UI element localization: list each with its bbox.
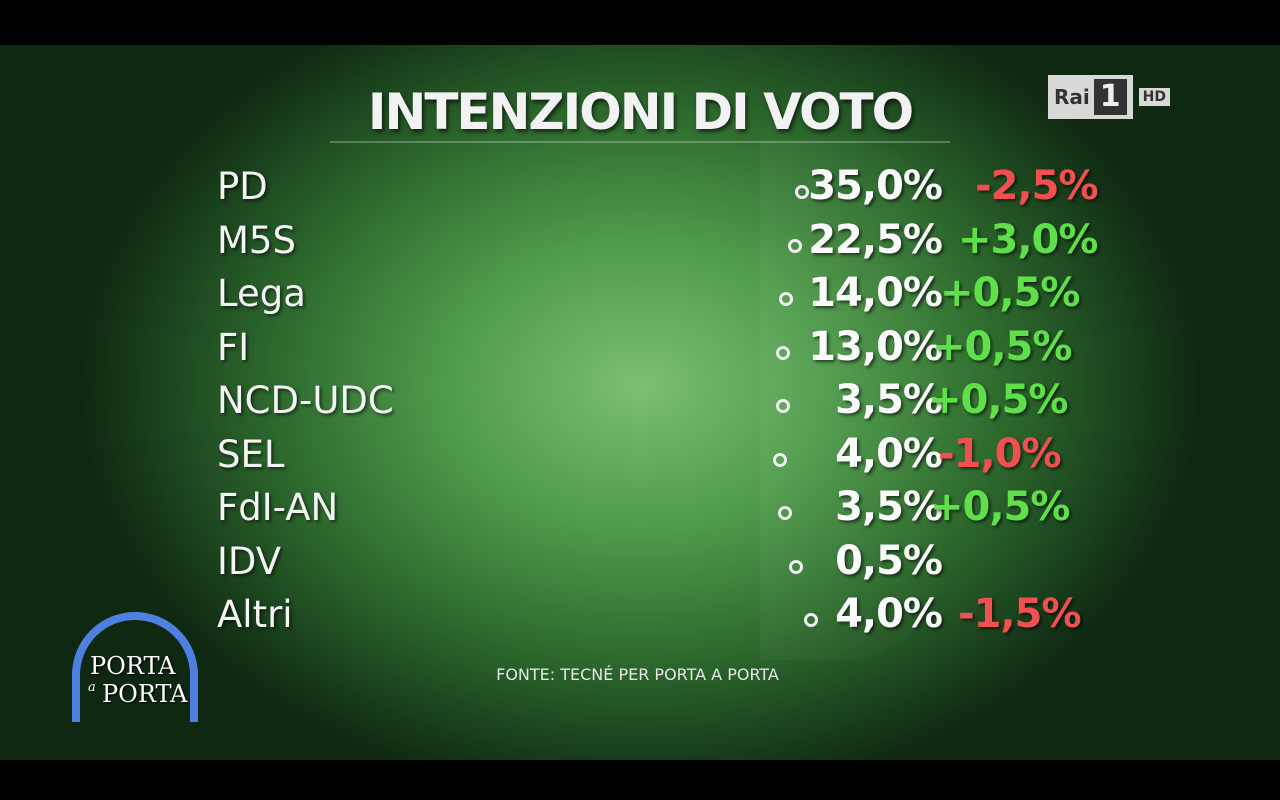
vote-change: +0,5% [930, 484, 1070, 530]
title: INTENZIONI DI VOTO [367, 83, 914, 141]
vote-share: 3,5% [835, 484, 943, 530]
source: FONTE: TECNÉ PER PORTA A PORTA [496, 665, 779, 684]
bullet [776, 345, 790, 360]
party-name: Lega [217, 272, 306, 315]
bullet [795, 185, 809, 199]
bullet [788, 238, 802, 253]
vote-change: +0,5% [928, 377, 1068, 423]
vote-change: +3,0% [958, 216, 1098, 263]
logo-middle: a [88, 680, 96, 695]
bullet [779, 292, 793, 306]
party-name: Altri [217, 593, 293, 636]
party-name: SEL [217, 432, 285, 476]
table-row: FI 13,0% +0,5% [0, 323, 1280, 376]
broadcast-screen: INTENZIONI DI VOTO Rai 1 HD PD 35,0% -2,5%… [0, 45, 1280, 760]
channel-number: 1 [1093, 79, 1127, 115]
table-row: NCD-UDC 3,5% +0,5% [0, 377, 1280, 429]
vote-change: -2,5% [975, 163, 1099, 209]
table-row: Altri 4,0% -1,5% [0, 591, 1280, 643]
channel-box: Rai 1 [1048, 75, 1133, 119]
table-row: IDV 0,5% [0, 537, 1280, 590]
channel-logo: Rai 1 HD [1048, 75, 1170, 119]
vote-share: 4,0% [835, 591, 943, 637]
party-name: PD [217, 165, 268, 208]
logo-arc [72, 612, 198, 722]
logo-top: PORTA [90, 652, 176, 680]
table-row: SEL 4,0% -1,0% [0, 430, 1280, 483]
vote-share: 0,5% [835, 537, 943, 584]
party-name: NCD-UDC [217, 379, 394, 422]
vote-change: -1,5% [958, 591, 1082, 637]
bullet [776, 399, 790, 413]
party-name: FdI-AN [217, 486, 339, 529]
vote-change: +0,5% [932, 323, 1072, 370]
vote-change: -1,0% [938, 430, 1062, 477]
bullet [804, 613, 818, 627]
table-row: Lega 14,0% +0,5% [0, 270, 1280, 322]
table-row: PD 35,0% -2,5% [0, 163, 1280, 215]
channel-name: Rai [1054, 85, 1090, 109]
vote-share: 22,5% [808, 216, 943, 263]
party-name: M5S [217, 218, 296, 262]
vote-change: +0,5% [940, 270, 1080, 316]
title-rule [330, 141, 950, 143]
vote-share: 13,0% [808, 323, 943, 370]
channel-quality: HD [1138, 88, 1170, 106]
show-logo: PORTA a PORTA [68, 610, 208, 722]
vote-share: 14,0% [808, 270, 943, 316]
vote-share: 35,0% [808, 163, 943, 209]
bullet [773, 452, 787, 467]
vote-share: 3,5% [835, 377, 943, 423]
party-name: FI [217, 325, 250, 369]
bullet [789, 559, 803, 574]
logo-bottom: PORTA [102, 680, 188, 708]
table-row: M5S 22,5% +3,0% [0, 216, 1280, 269]
party-name: IDV [217, 539, 282, 583]
table-row: FdI-AN 3,5% +0,5% [0, 484, 1280, 536]
bullet [778, 506, 792, 520]
vote-share: 4,0% [835, 430, 943, 477]
